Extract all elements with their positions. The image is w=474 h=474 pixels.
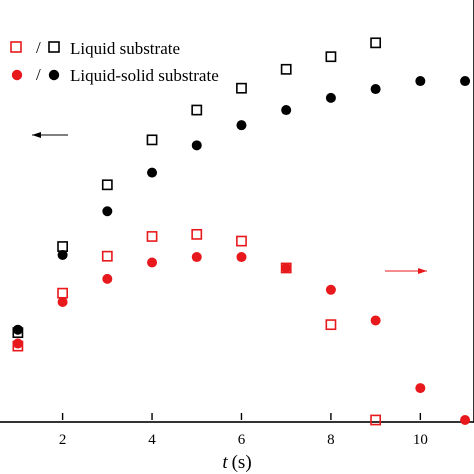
- x-tick-label: 10: [413, 432, 428, 448]
- red_circles-point: [460, 415, 471, 425]
- x-tick-label: 6: [238, 432, 246, 448]
- x-ticks: 2 4 6 8 10: [59, 413, 428, 448]
- black_squares-point: [57, 241, 69, 252]
- legend-label-liquid: Liquid substrate: [70, 39, 180, 58]
- x-tick-label: 2: [59, 432, 67, 448]
- red_circles-point: [191, 252, 202, 263]
- legend-red-filled-circle: [11, 69, 23, 81]
- black_circles-point: [57, 249, 68, 260]
- black_squares-point: [325, 51, 337, 63]
- black_circles-point: [415, 76, 426, 87]
- red_circles-point: [236, 252, 247, 263]
- black_circles-point: [370, 84, 381, 95]
- red_squares-point: [236, 235, 247, 247]
- black_circles-point: [460, 76, 471, 87]
- black_circles-point: [147, 167, 158, 178]
- red_squares-point: [325, 319, 337, 331]
- plot-frame: [0, 0, 474, 423]
- black_circles-point: [236, 120, 247, 131]
- legend-entry-liquid-solid: / Liquid-solid substrate: [11, 65, 219, 85]
- legend-red-open-square: [10, 41, 22, 53]
- legend-separator: /: [36, 38, 41, 57]
- data-marks: [12, 37, 471, 426]
- black_circles-point: [325, 92, 336, 103]
- x-axis-label: t (s): [222, 452, 251, 473]
- axes: [0, 0, 474, 423]
- black_squares-point: [280, 63, 292, 75]
- black_squares-point: [101, 179, 113, 191]
- legend-entry-liquid: / Liquid substrate: [10, 38, 180, 58]
- red_squares-point: [191, 228, 203, 240]
- black_squares-point: [146, 134, 158, 146]
- red_circles-point: [57, 296, 68, 307]
- black_circles-point: [281, 105, 292, 116]
- black_squares-point: [236, 82, 247, 94]
- black_circles-point: [191, 140, 202, 151]
- red_circles-point: [147, 257, 158, 268]
- x-axis-variable: t: [222, 452, 228, 473]
- legend-separator: /: [36, 65, 41, 84]
- x-axis-unit: (s): [232, 452, 252, 473]
- red_circles-point: [415, 383, 426, 394]
- red_circles-point: [281, 262, 292, 273]
- legend-label-liquid-solid: Liquid-solid substrate: [70, 66, 219, 85]
- annotations: [32, 132, 427, 274]
- legend-black-open-square: [48, 41, 60, 53]
- black_circles-point: [102, 206, 113, 217]
- red_squares-point: [370, 414, 382, 426]
- red_circles-point: [370, 315, 381, 326]
- red_squares-point: [57, 287, 69, 299]
- black_squares-point: [370, 37, 382, 49]
- legend: / Liquid substrate / Liquid-solid substr…: [10, 38, 219, 85]
- black_circles-point: [12, 324, 23, 335]
- red_circles-point: [325, 284, 336, 295]
- arrow-right-axis-arrow: [385, 268, 427, 274]
- red_squares-point: [146, 231, 158, 242]
- x-tick-label: 4: [148, 432, 156, 448]
- x-tick-label: 8: [327, 432, 335, 448]
- arrow-left-axis-arrow: [32, 132, 68, 138]
- red_squares-point: [101, 250, 113, 262]
- legend-black-filled-circle: [48, 69, 60, 81]
- red_circles-point: [102, 273, 113, 284]
- black_squares-point: [191, 104, 203, 116]
- red_circles-point: [12, 338, 23, 349]
